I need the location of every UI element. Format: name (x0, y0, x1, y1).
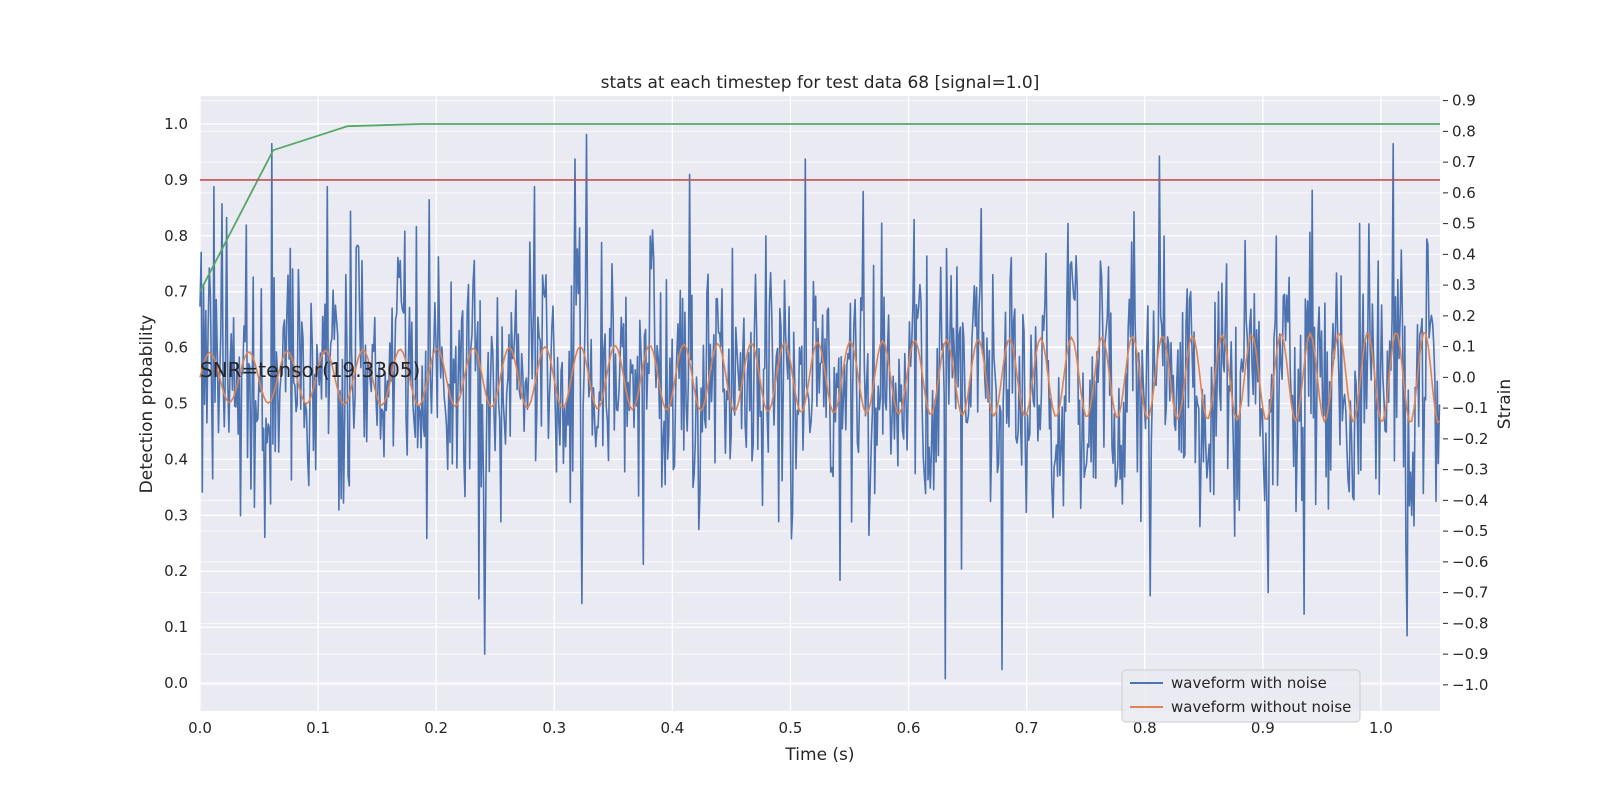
series-waveform-without-noise (199, 331, 1441, 424)
x-tick-label: 0.4 (660, 719, 684, 737)
y2-tick-label: 0.9 (1452, 92, 1476, 110)
y2-tick-label: 0.5 (1452, 215, 1476, 233)
y2-axis-label: Strain (1495, 379, 1515, 429)
y-tick-label: 1.0 (164, 115, 188, 133)
y2-tick-label: −0.5 (1452, 522, 1488, 540)
x-tick-label: 0.2 (424, 719, 448, 737)
bottom-axis: 0.0 0.1 0.2 0.3 0.4 0.5 0.6 0.7 0.8 0.9 1.0 (188, 719, 1393, 737)
y2-tick-label: 0.8 (1452, 122, 1476, 140)
y2-tick-label: −0.4 (1452, 491, 1488, 509)
y-tick-label: 0.3 (164, 506, 188, 524)
y-tick-label: 0.1 (164, 618, 188, 636)
y-tick-label: 0.2 (164, 562, 188, 580)
y2-tick-label: −0.9 (1452, 645, 1488, 663)
x-tick-label: 0.0 (188, 719, 212, 737)
y-tick-label: 0.7 (164, 283, 188, 301)
y2-tick-label: −0.6 (1452, 553, 1488, 571)
series-waveform-with-noise (199, 133, 1441, 680)
y2-tick-label: 0.1 (1452, 338, 1476, 356)
series-detection-probability (199, 123, 1440, 293)
y-tick-label: 0.8 (164, 227, 188, 245)
snr-annotation: SNR=tensor(19.3305) (200, 358, 420, 382)
y-tick-label: 0.6 (164, 339, 188, 357)
x-tick-label: 0.7 (1015, 719, 1039, 737)
y2-tick-label: −0.7 (1452, 584, 1488, 602)
y2-tick-label: −0.2 (1452, 430, 1488, 448)
legend-label-clean: waveform without noise (1171, 698, 1351, 716)
y2-tick-label: −0.3 (1452, 461, 1488, 479)
left-axis: 0.0 0.1 0.2 0.3 0.4 0.5 0.6 0.7 0.8 0.9 1.0 (164, 115, 188, 692)
x-tick-label: 0.1 (306, 719, 330, 737)
y2-tick-label: −0.8 (1452, 614, 1488, 632)
y2-tick-label: 0.3 (1452, 276, 1476, 294)
x-axis-label: Time (s) (784, 745, 854, 765)
y-tick-label: 0.9 (164, 171, 188, 189)
legend: waveform with noise waveform without noi… (1121, 669, 1361, 723)
y2-tick-label: 0.6 (1452, 184, 1476, 202)
y2-tick-label: 0.0 (1452, 368, 1476, 386)
y-tick-label: 0.4 (164, 450, 188, 468)
chart-title: stats at each timestep for test data 68 … (601, 73, 1040, 93)
y2-tick-label: 0.2 (1452, 307, 1476, 325)
x-tick-label: 0.3 (542, 719, 566, 737)
legend-label-noise: waveform with noise (1171, 674, 1327, 692)
x-tick-label: 0.5 (779, 719, 803, 737)
x-tick-label: 0.9 (1251, 719, 1275, 737)
y2-tick-label: −1.0 (1452, 676, 1488, 694)
right-axis: −1.0 −0.9 −0.8 −0.7 −0.6 −0.5 −0.4 −0.3 −0.2 −0.1… (1443, 92, 1488, 694)
y-tick-label: 0.5 (164, 395, 188, 413)
y2-tick-label: 0.7 (1452, 153, 1476, 171)
legend-box (1121, 669, 1361, 723)
x-tick-label: 0.8 (1133, 719, 1157, 737)
y2-tick-label: −0.1 (1452, 399, 1488, 417)
x-tick-label: 1.0 (1369, 719, 1393, 737)
y-tick-label: 0.0 (164, 674, 188, 692)
y2-tick-label: 0.4 (1452, 245, 1476, 263)
y-axis-label: Detection probability (137, 315, 157, 494)
plot-area (199, 123, 1441, 680)
x-tick-label: 0.6 (897, 719, 921, 737)
